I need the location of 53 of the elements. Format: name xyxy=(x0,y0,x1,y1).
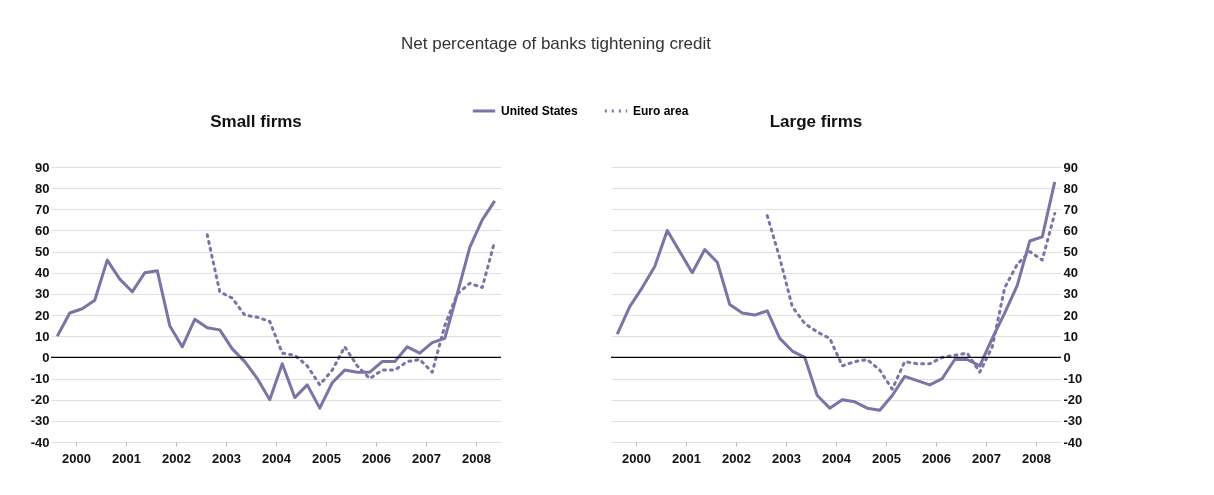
y-tick-label: 70 xyxy=(35,201,50,217)
x-tick-label: 2003 xyxy=(212,450,241,466)
x-tick-label: 2006 xyxy=(362,450,391,466)
y-tick-label: 0 xyxy=(42,349,50,365)
legend-label: United States xyxy=(501,104,579,118)
x-tick-label: 2007 xyxy=(412,450,441,466)
y-tick-label: 90 xyxy=(1063,159,1078,175)
line-series xyxy=(615,180,1057,412)
y-tick-label: 40 xyxy=(1063,265,1078,281)
y-tick-label: 30 xyxy=(1063,286,1078,302)
y-tick-label: 60 xyxy=(35,222,50,238)
y-tick-label: 60 xyxy=(1063,222,1078,238)
x-tick-label: 2007 xyxy=(972,450,1001,466)
x-tick-label: 2001 xyxy=(672,450,701,466)
y-tick-label: 90 xyxy=(35,159,50,175)
y-tick-label: -40 xyxy=(30,434,50,450)
y-tick-label: 20 xyxy=(1063,307,1078,323)
x-tick-label: 2002 xyxy=(722,450,751,466)
x-tick-label: 2002 xyxy=(162,450,191,466)
y-tick-label: 80 xyxy=(35,180,50,196)
x-tick-label: 2005 xyxy=(312,450,341,466)
y-tick-label: 40 xyxy=(35,265,50,281)
legend-label: Euro area xyxy=(633,104,689,118)
text: Net percentage of banks tightening credit xyxy=(401,34,712,53)
y-tick-label: -20 xyxy=(30,392,50,408)
y-tick-label: 70 xyxy=(1063,201,1078,217)
line-series xyxy=(55,199,497,410)
y-tick-label: 80 xyxy=(1063,180,1078,196)
y-tick-label: 10 xyxy=(35,328,50,344)
x-tick-label: 2008 xyxy=(462,450,491,466)
y-tick-label: -40 xyxy=(1063,434,1083,450)
y-tick-label: -10 xyxy=(30,371,50,387)
y-tick-label: -10 xyxy=(1063,371,1083,387)
y-tick-label: 0 xyxy=(1063,349,1071,365)
x-tick-label: 2000 xyxy=(62,450,91,466)
y-tick-label: 50 xyxy=(1063,244,1078,260)
x-tick-label: 2004 xyxy=(262,450,292,466)
chart-title: Small firms xyxy=(210,112,302,131)
x-tick-label: 2003 xyxy=(772,450,801,466)
y-tick-label: -30 xyxy=(30,413,50,429)
y-tick-label: -30 xyxy=(1063,413,1083,429)
x-tick-label: 2005 xyxy=(872,450,901,466)
x-tick-label: 2006 xyxy=(922,450,951,466)
x-tick-label: 2008 xyxy=(1022,450,1051,466)
y-tick-label: 20 xyxy=(35,307,50,323)
chart-title: Large firms xyxy=(769,112,863,131)
x-tick-label: 2001 xyxy=(112,450,141,466)
y-tick-label: -20 xyxy=(1063,392,1083,408)
y-tick-label: 30 xyxy=(35,286,50,302)
y-tick-label: 50 xyxy=(35,244,50,260)
x-tick-label: 2000 xyxy=(622,450,651,466)
y-tick-label: 10 xyxy=(1063,328,1078,344)
x-tick-label: 2004 xyxy=(822,450,852,466)
